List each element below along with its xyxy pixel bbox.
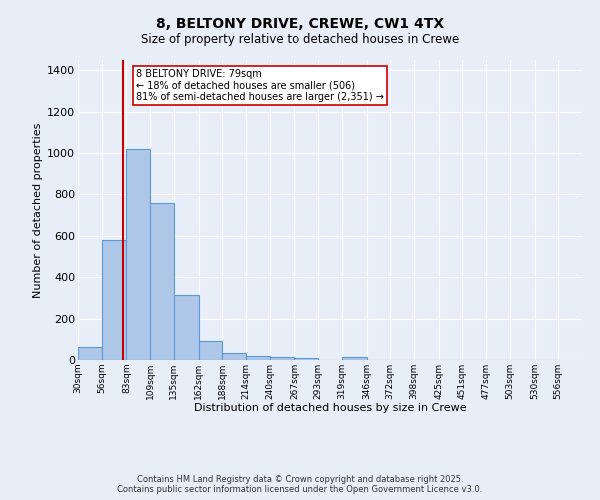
Text: 8 BELTONY DRIVE: 79sqm
← 18% of detached houses are smaller (506)
81% of semi-de: 8 BELTONY DRIVE: 79sqm ← 18% of detached… [136,69,384,102]
Bar [174,295,199,360]
Y-axis label: Number of detached properties: Number of detached properties [33,122,43,298]
Bar [295,358,318,360]
Bar [342,357,367,360]
Text: 8, BELTONY DRIVE, CREWE, CW1 4TX: 8, BELTONY DRIVE, CREWE, CW1 4TX [156,18,444,32]
Bar [102,240,127,360]
Text: Size of property relative to detached houses in Crewe: Size of property relative to detached ho… [141,32,459,46]
Bar [199,342,222,360]
X-axis label: Distribution of detached houses by size in Crewe: Distribution of detached houses by size … [194,404,466,413]
Bar [127,149,150,360]
Bar [246,356,270,360]
Bar [270,357,295,360]
Bar [78,346,102,360]
Bar [222,353,246,360]
Bar [150,203,174,360]
Text: Contains HM Land Registry data © Crown copyright and database right 2025.
Contai: Contains HM Land Registry data © Crown c… [118,474,482,494]
